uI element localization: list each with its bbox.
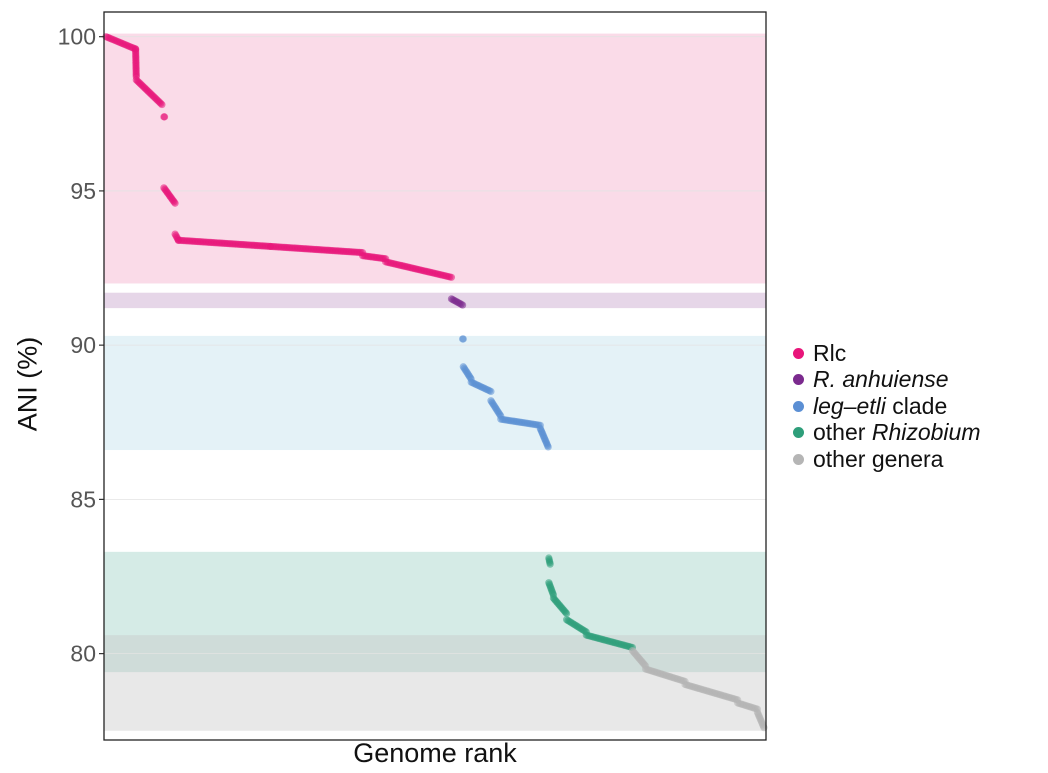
y-tick-label-3: 95 xyxy=(70,178,96,204)
reference-lines xyxy=(104,36,766,655)
series-4 xyxy=(628,646,768,732)
legend-swatch-4 xyxy=(793,453,804,465)
legend-label-1: R. anhuiense xyxy=(813,366,949,393)
legend-swatch-0 xyxy=(793,347,804,359)
point xyxy=(158,100,166,109)
data-points xyxy=(102,33,768,732)
legend-item-3: other Rhizobium xyxy=(790,419,981,447)
legend-swatch-3 xyxy=(793,427,804,439)
band-2 xyxy=(104,335,766,451)
legend-item-2: leg–etli clade xyxy=(790,393,980,420)
legend-label-2: leg–etli clade xyxy=(813,392,948,419)
band-4 xyxy=(104,635,766,731)
point xyxy=(160,113,169,121)
plot-panel-border xyxy=(103,11,767,741)
legend-label-0: Rlc xyxy=(813,339,847,366)
band-1 xyxy=(104,292,766,309)
y-tick-label-1: 85 xyxy=(70,486,96,512)
point xyxy=(459,335,467,343)
y-tick-label-0: 80 xyxy=(70,641,96,667)
point xyxy=(459,301,467,309)
point xyxy=(546,560,554,568)
legend-item-4: other genera xyxy=(790,446,980,473)
legend-label-3: other Rhizobium xyxy=(813,419,981,446)
point xyxy=(171,199,179,207)
legend-item-0: Rlc xyxy=(790,340,980,367)
band-3 xyxy=(104,551,766,673)
legend-swatch-1 xyxy=(793,374,804,386)
point xyxy=(544,443,552,451)
point xyxy=(447,273,456,281)
legend-item-1: R. anhuiense xyxy=(790,366,980,394)
legend-swatch-2 xyxy=(793,400,804,412)
series-0 xyxy=(102,33,456,281)
y-axis-ticks: 80 85 90 95 100 xyxy=(58,24,104,667)
x-axis-title: Genome rank xyxy=(353,738,517,768)
y-tick-label-4: 100 xyxy=(58,24,96,50)
group-bands xyxy=(104,33,766,731)
y-axis-title: ANI (%) xyxy=(12,336,43,432)
series-2 xyxy=(459,335,552,451)
series-1 xyxy=(447,295,467,309)
legend-label-4: other genera xyxy=(813,445,944,472)
band-0 xyxy=(104,33,766,284)
series-3 xyxy=(545,554,637,652)
point xyxy=(563,609,571,618)
point xyxy=(487,387,495,396)
legend: Rlc R. anhuiense leg–etli clade other Rhizo… xyxy=(790,340,980,473)
y-tick-label-2: 90 xyxy=(70,332,96,358)
